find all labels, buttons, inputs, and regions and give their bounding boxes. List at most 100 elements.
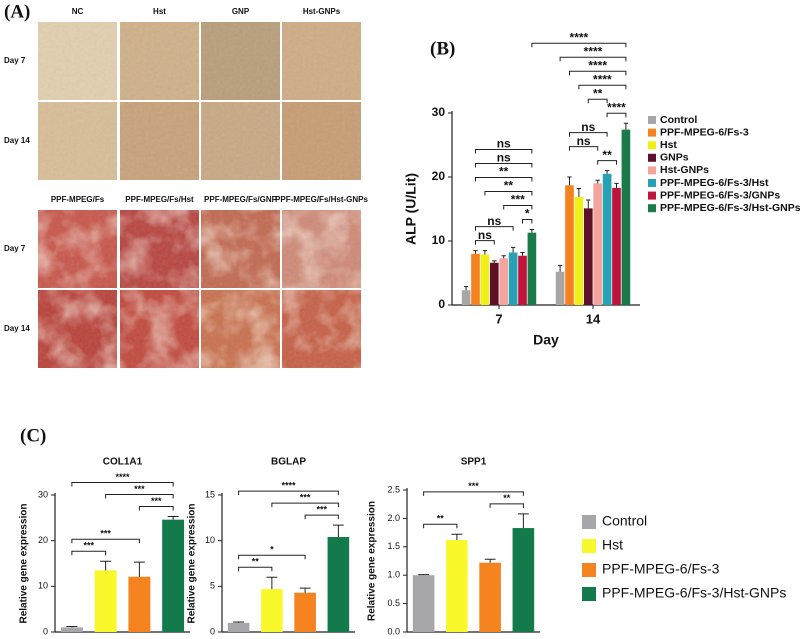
- significance-label: ***: [151, 496, 162, 506]
- legend-swatch: [648, 141, 656, 150]
- significance-bracket: [489, 503, 524, 508]
- bar: [471, 253, 480, 305]
- significance-bracket: [569, 70, 627, 76]
- bar: [612, 187, 621, 305]
- significance-label: ***: [134, 484, 145, 494]
- legend-swatch: [582, 515, 596, 529]
- y-tick-label: 10: [38, 581, 48, 591]
- significance-label: **: [252, 557, 260, 567]
- column-header: PPF-MPEG/Fs: [51, 195, 105, 204]
- x-tick-label: 14: [586, 311, 601, 326]
- error-bar: [418, 574, 430, 576]
- y-axis-label: Relative gene expression: [187, 503, 198, 623]
- significance-label: *: [270, 545, 274, 555]
- error-bar: [266, 576, 278, 590]
- significance-bracket: [587, 98, 608, 104]
- significance-label: ns: [497, 137, 511, 151]
- error-bar: [604, 170, 610, 174]
- significance-bracket: [238, 554, 306, 560]
- legend-label: PPF-MPEG-6/Fs-3/Hst: [660, 177, 769, 189]
- y-tick-label: 0: [210, 626, 215, 636]
- legend-label: PPF-MPEG-6/Fs-3/Hst-GNPs: [602, 585, 786, 601]
- micrograph-texture: [282, 210, 361, 288]
- significance-bracket: [475, 162, 533, 168]
- bar: [574, 196, 584, 305]
- significance-bracket: [559, 56, 627, 62]
- bar: [327, 537, 350, 632]
- error-bar: [510, 246, 516, 253]
- chart-title: SPP1: [461, 457, 487, 468]
- significance-label: ***: [83, 541, 94, 551]
- y-tick-label: 30: [38, 489, 48, 499]
- significance-label: ****: [584, 44, 603, 58]
- error-bar: [586, 199, 591, 209]
- micrograph-texture: [201, 22, 280, 100]
- y-tick-label: 0.0: [387, 626, 400, 636]
- micrograph-texture: [282, 290, 361, 368]
- micrograph-texture: [38, 210, 117, 288]
- significance-label: ns: [581, 120, 595, 134]
- error-bar: [517, 513, 529, 529]
- column-header: NC: [72, 7, 84, 16]
- significance-bracket: [138, 505, 174, 511]
- significance-bracket: [503, 204, 533, 210]
- legend-swatch: [648, 166, 656, 175]
- column-header: PPF-MPEG/Fs/GNP: [204, 195, 278, 204]
- legend-label: Control: [660, 114, 697, 126]
- micrograph-texture: [120, 210, 199, 288]
- column-header: PPF-MPEG/Fs/Hst-GNPs: [275, 195, 368, 204]
- micrograph-texture: [38, 290, 117, 368]
- legend-label: Hst: [660, 139, 677, 151]
- error-bar: [576, 188, 582, 197]
- error-bar: [463, 285, 469, 291]
- chart: 0102030****************(C)COL1A1Relative…: [19, 425, 190, 636]
- bar: [480, 254, 490, 305]
- significance-bracket: [105, 493, 174, 499]
- significance-label: **: [593, 86, 603, 100]
- significance-bracket: [569, 146, 599, 151]
- column-header: GNP: [232, 7, 250, 16]
- y-tick-label: 10: [205, 535, 215, 545]
- significance-bracket: [569, 132, 608, 137]
- y-tick-label: 2.0: [387, 513, 400, 523]
- significance-bracket: [475, 226, 514, 231]
- error-bar: [501, 255, 506, 259]
- error-bar: [492, 260, 497, 263]
- error-bar: [100, 560, 112, 571]
- significance-bracket: [578, 84, 627, 90]
- significance-label: ***: [316, 505, 327, 515]
- legend-swatch: [648, 116, 656, 124]
- significance-label: **: [503, 493, 511, 503]
- significance-bracket: [71, 550, 107, 556]
- bar: [412, 575, 435, 632]
- error-bar: [567, 176, 572, 186]
- significance-label: ***: [100, 529, 111, 539]
- significance-label: **: [437, 514, 445, 524]
- legend-swatch: [582, 539, 596, 553]
- y-tick-label: 2.5: [387, 484, 400, 494]
- significance-bracket: [71, 538, 140, 544]
- micrograph-texture: [120, 22, 199, 100]
- y-tick-label: 20: [432, 169, 446, 183]
- bar: [565, 185, 574, 305]
- significance-bracket: [238, 566, 273, 572]
- error-bar: [623, 122, 629, 130]
- bar: [94, 570, 117, 632]
- significance-bracket: [423, 491, 524, 496]
- significance-label: ns: [478, 228, 492, 242]
- error-bar: [614, 182, 619, 188]
- bar: [508, 252, 518, 305]
- y-tick-label: 20: [38, 535, 48, 545]
- bar: [512, 528, 535, 632]
- legend-swatch: [648, 128, 656, 137]
- significance-bracket: [304, 514, 339, 520]
- micrograph-texture: [120, 290, 199, 368]
- bar: [446, 539, 468, 632]
- significance-bracket: [522, 218, 533, 224]
- significance-label: ns: [497, 151, 511, 165]
- error-bar: [529, 228, 535, 233]
- significance-bracket: [71, 481, 174, 487]
- significance-bracket: [484, 190, 533, 196]
- y-tick-label: 0: [438, 297, 445, 311]
